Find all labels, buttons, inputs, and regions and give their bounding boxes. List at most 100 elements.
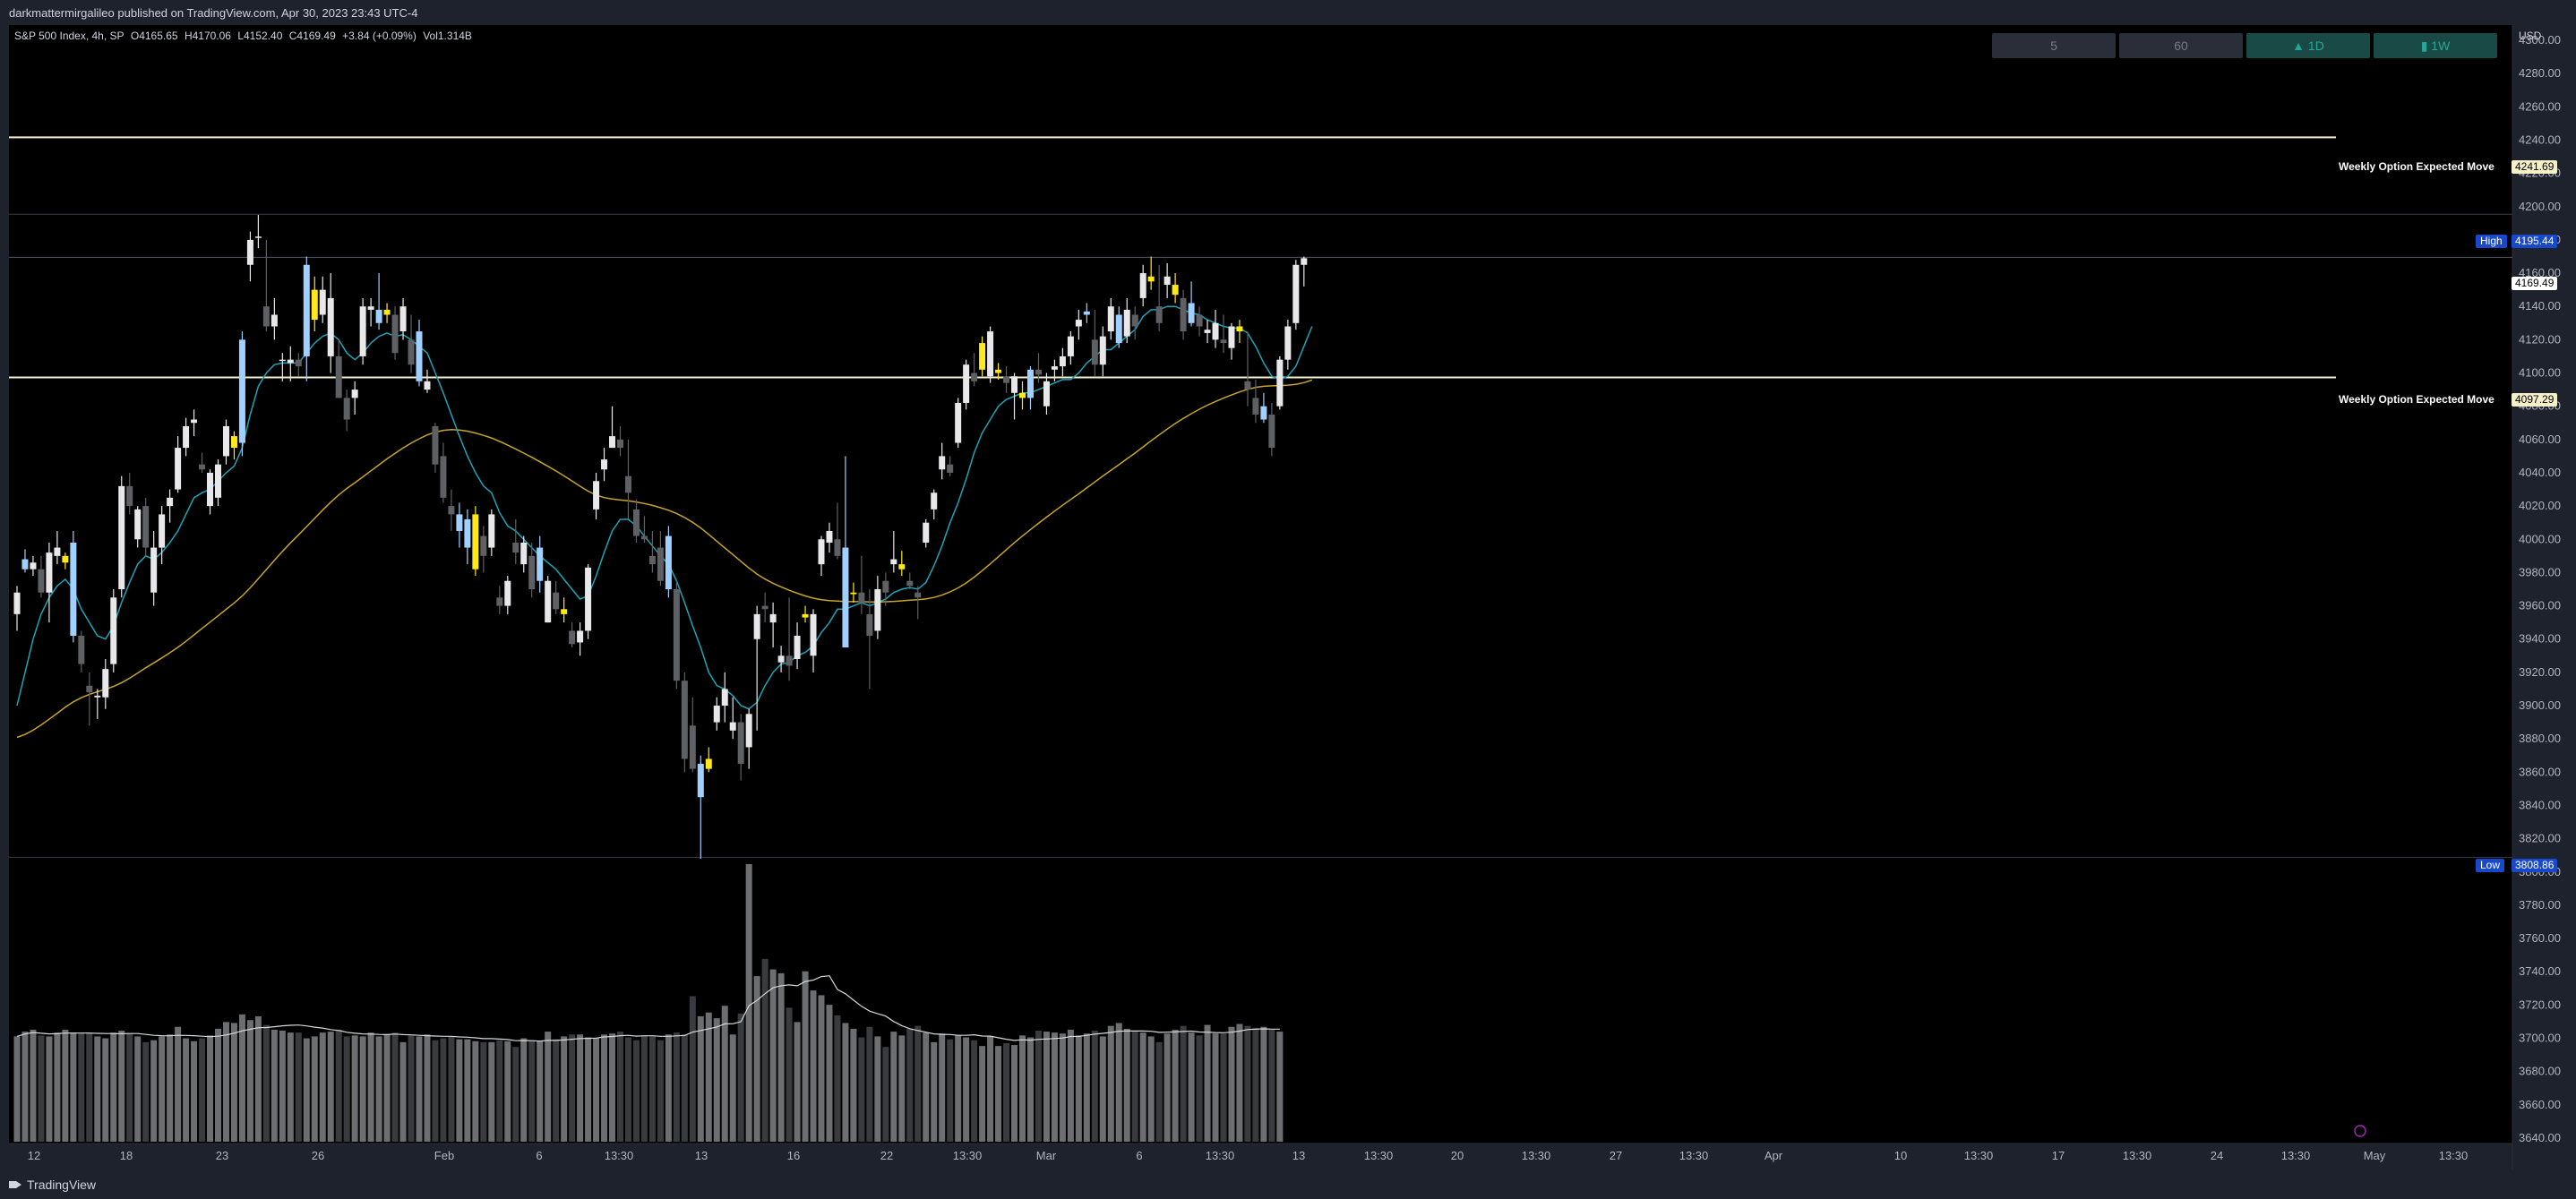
candle-body <box>955 402 962 443</box>
candle-body <box>175 448 182 490</box>
candle-body <box>914 592 922 598</box>
price-tick-label: 3760.00 <box>2519 931 2561 945</box>
candle-body <box>319 289 326 315</box>
price-tick-label: 3660.00 <box>2519 1098 2561 1111</box>
timeframe-button-60[interactable]: 60 <box>2119 33 2243 58</box>
volume-bar <box>150 1040 158 1142</box>
time-tick-label: 17 <box>2052 1149 2065 1162</box>
volume-bar <box>593 1038 600 1142</box>
volume-bar <box>979 1046 986 1142</box>
candle-body <box>1059 355 1066 367</box>
candle-body <box>1301 258 1308 265</box>
timeframe-button-5[interactable]: 5 <box>1992 33 2116 58</box>
volume-bar <box>496 1040 503 1142</box>
volume-bar <box>923 1032 930 1142</box>
candle-body <box>1139 273 1146 298</box>
volume-bar <box>553 1039 560 1142</box>
volume-bar <box>705 1012 712 1142</box>
candle-body <box>1147 276 1155 282</box>
volume-bar <box>383 1034 391 1142</box>
volume-bar <box>1188 1032 1195 1142</box>
volume-bar <box>858 1037 865 1142</box>
tradingview-brand: TradingView <box>27 1178 97 1192</box>
legend-close: C4169.49 <box>288 30 336 42</box>
candle-body <box>1180 297 1187 332</box>
candle-body <box>399 306 407 332</box>
candle-body <box>70 542 77 637</box>
candle-body <box>159 514 166 548</box>
tradingview-logo[interactable]: TradingView <box>9 1178 96 1192</box>
candle-body <box>528 555 536 589</box>
volume-bar <box>238 1014 245 1142</box>
chart-frame[interactable] <box>9 25 2512 1143</box>
volume-bar <box>424 1034 431 1142</box>
volume-bar <box>1155 1041 1163 1142</box>
low-label: Low <box>2476 859 2505 872</box>
price-tick-label: 3940.00 <box>2519 632 2561 646</box>
volume-bar <box>777 972 785 1142</box>
candle-body <box>777 655 785 663</box>
volume-bar <box>222 1022 229 1142</box>
candle-body <box>327 297 334 356</box>
price-tick-label: 4200.00 <box>2519 200 2561 213</box>
candle-body <box>995 369 1002 373</box>
volume-bar <box>1228 1026 1235 1142</box>
timeframe-button-1d[interactable]: ▲ 1D <box>2246 33 2370 58</box>
legend-symbol: S&P 500 Index, 4h, SP <box>14 30 125 42</box>
candle-body <box>898 564 906 570</box>
candle-body <box>545 580 552 623</box>
volume-bar <box>601 1034 608 1142</box>
candle-body <box>110 597 117 664</box>
volume-bar <box>1172 1029 1179 1142</box>
candle-body <box>761 605 769 610</box>
volume-bar <box>624 1037 631 1142</box>
volume-bar <box>504 1041 511 1142</box>
volume-bar <box>753 976 760 1142</box>
volume-bar <box>890 1032 897 1142</box>
volume-bar <box>971 1040 978 1142</box>
candle-body <box>13 592 21 614</box>
volume-bar <box>78 1033 85 1142</box>
candle-body <box>737 722 744 765</box>
volume-bar <box>167 1034 174 1142</box>
candle-body <box>1026 369 1034 398</box>
timeframe-button-1w[interactable]: ▮ 1W <box>2374 33 2497 58</box>
volume-bar <box>1163 1033 1171 1142</box>
candle-body <box>375 309 382 323</box>
volume-bar <box>126 1033 133 1142</box>
volume-bar <box>769 969 777 1142</box>
volume-bar <box>577 1034 584 1142</box>
candle-body <box>464 518 471 548</box>
volume-bar <box>472 1041 479 1142</box>
price-tick-label: 3640.00 <box>2519 1131 2561 1144</box>
candle-body <box>569 630 576 645</box>
candle-body <box>62 555 69 563</box>
candle-body <box>1115 314 1122 344</box>
volume-bar <box>947 1039 954 1142</box>
candle-body <box>1011 376 1018 393</box>
volume-bar <box>818 995 825 1142</box>
candle-body <box>408 339 415 365</box>
candle-body <box>617 439 623 449</box>
volume-bar <box>729 1034 736 1142</box>
candle-body <box>512 542 519 553</box>
candle-body <box>440 456 447 498</box>
candle-body <box>367 306 374 310</box>
candle-body <box>971 373 978 381</box>
candle-body <box>134 509 142 540</box>
candle-body <box>359 306 366 356</box>
volume-bar <box>480 1041 487 1142</box>
candle-body <box>705 758 712 769</box>
time-tick-label: 13 <box>1292 1149 1305 1162</box>
candle-body <box>1292 264 1300 323</box>
volume-bar <box>1083 1033 1090 1142</box>
candle-body <box>222 425 229 457</box>
volume-bar <box>673 1032 680 1142</box>
low-price-tag: 3808.86 <box>2512 859 2558 872</box>
candle-body <box>1043 381 1050 407</box>
volume-bar <box>640 1035 648 1142</box>
price-tick-label: 4120.00 <box>2519 332 2561 346</box>
candle-body <box>697 764 704 798</box>
volume-ma-line <box>16 975 1280 1042</box>
